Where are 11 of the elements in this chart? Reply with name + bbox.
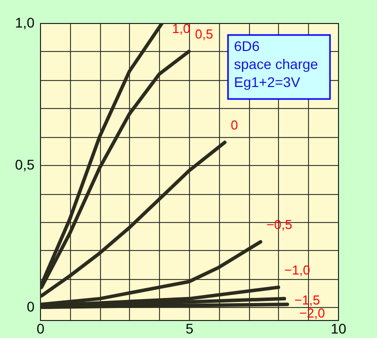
x-tick-label: 5 (186, 320, 194, 336)
y-tick-label: 0 (26, 298, 35, 315)
annotation: space charge (234, 56, 318, 72)
y-tick-label: 0,5 (15, 156, 35, 173)
x-tick-label: 10 (330, 320, 346, 336)
y-tick-label: 1,0 (15, 14, 35, 30)
series-label: 0,5 (195, 26, 214, 42)
x-tick-label: 0 (36, 320, 45, 336)
annotation: Eg1+2=3V (234, 74, 301, 90)
annotation: 6D6 (234, 38, 260, 54)
series-label: 0 (230, 117, 238, 132)
